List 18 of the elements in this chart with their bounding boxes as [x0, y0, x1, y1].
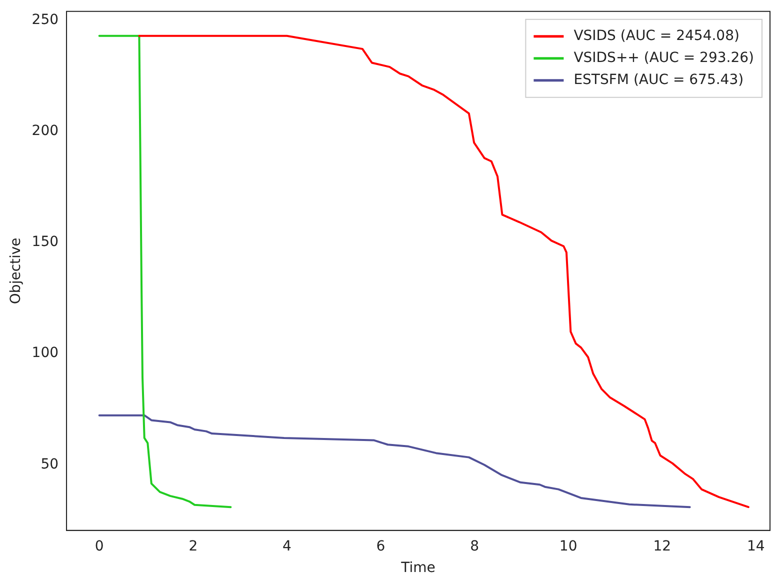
legend-label: VSIDS (AUC = 2454.08) — [574, 28, 740, 44]
y-tick-label: 200 — [32, 123, 59, 140]
x-tick-label: 4 — [282, 538, 292, 554]
y-tick-label: 150 — [32, 234, 59, 250]
legend-label: VSIDS++ (AUC = 293.26) — [574, 50, 754, 66]
legend-label: ESTSFM (AUC = 675.43) — [574, 72, 744, 88]
x-tick-label: 12 — [653, 538, 672, 554]
x-tick-label: 2 — [188, 538, 198, 554]
y-tick-label: 100 — [32, 345, 59, 362]
x-tick-label: 10 — [559, 538, 578, 554]
x-tick-label: 0 — [94, 538, 104, 554]
y-tick-label: 50 — [40, 456, 59, 472]
x-axis-title: Time — [400, 560, 436, 576]
y-tick-label: 250 — [32, 12, 59, 28]
x-tick-label: 8 — [470, 538, 479, 554]
x-tick-label: 14 — [747, 538, 765, 554]
y-axis-title: Objective — [8, 238, 24, 304]
x-tick-label: 6 — [376, 538, 386, 554]
